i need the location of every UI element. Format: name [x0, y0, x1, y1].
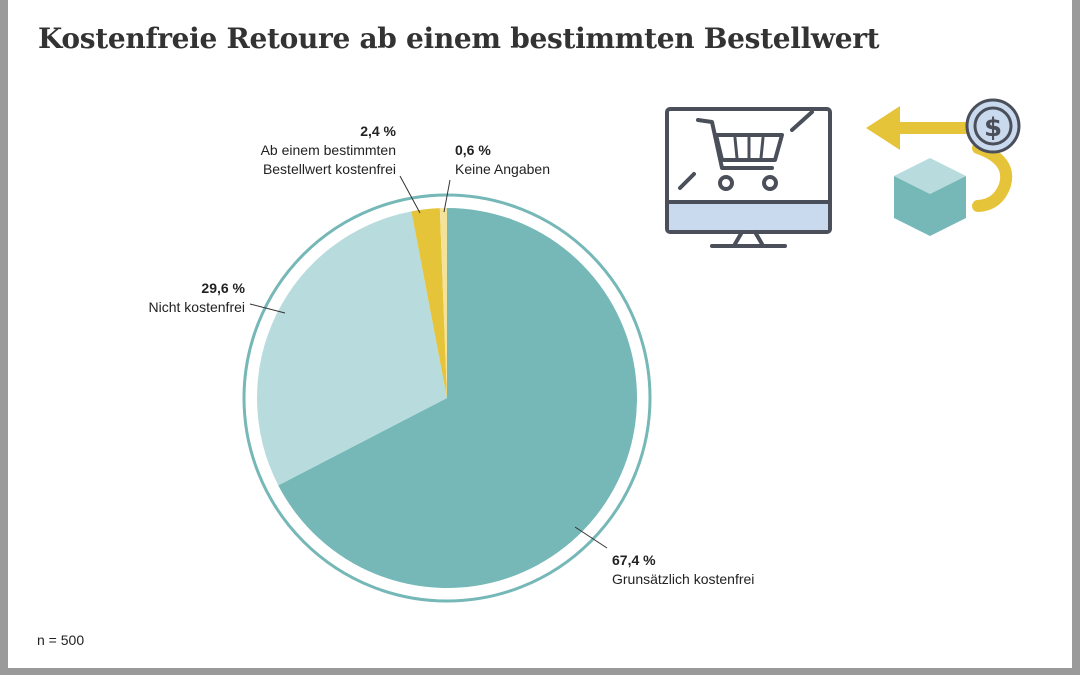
pie-slice [278, 208, 638, 588]
value-label: 67,4 % [612, 552, 656, 568]
illustration: $ [665, 98, 1021, 248]
slice-label: 2,4 % Ab einem bestimmten Bestellwert kos… [228, 122, 396, 179]
leader-line [249, 303, 286, 314]
leader-line [399, 175, 421, 214]
chart-title: Kostenfreie Retoure ab einem bestimmten … [38, 22, 880, 55]
leader-line [443, 179, 451, 213]
pie-slice [439, 208, 447, 398]
category-label: Grunsätzlich kostenfrei [612, 571, 755, 587]
value-label: 0,6 % [455, 142, 491, 158]
page: Kostenfreie Retoure ab einem bestimmten … [8, 0, 1072, 668]
sample-note: n = 500 [37, 632, 85, 648]
category-label: Ab einem bestimmten Bestellwert kostenfr… [260, 142, 396, 177]
chart: $ [242, 98, 1021, 603]
pie-slice [257, 211, 447, 486]
slice-label: 67,4 % Grunsätzlich kostenfrei [612, 551, 832, 589]
value-label: 29,6 % [201, 280, 245, 296]
leader-line [574, 526, 608, 549]
category-label: Keine Angaben [455, 161, 550, 177]
category-label: Nicht kostenfrei [148, 299, 245, 315]
value-label: 2,4 % [360, 123, 396, 139]
slice-label: 29,6 % Nicht kostenfrei [88, 279, 245, 317]
pie-slice [411, 208, 447, 398]
slice-label: 0,6 % Keine Angaben [455, 141, 595, 179]
svg-text:$: $ [984, 113, 1002, 143]
